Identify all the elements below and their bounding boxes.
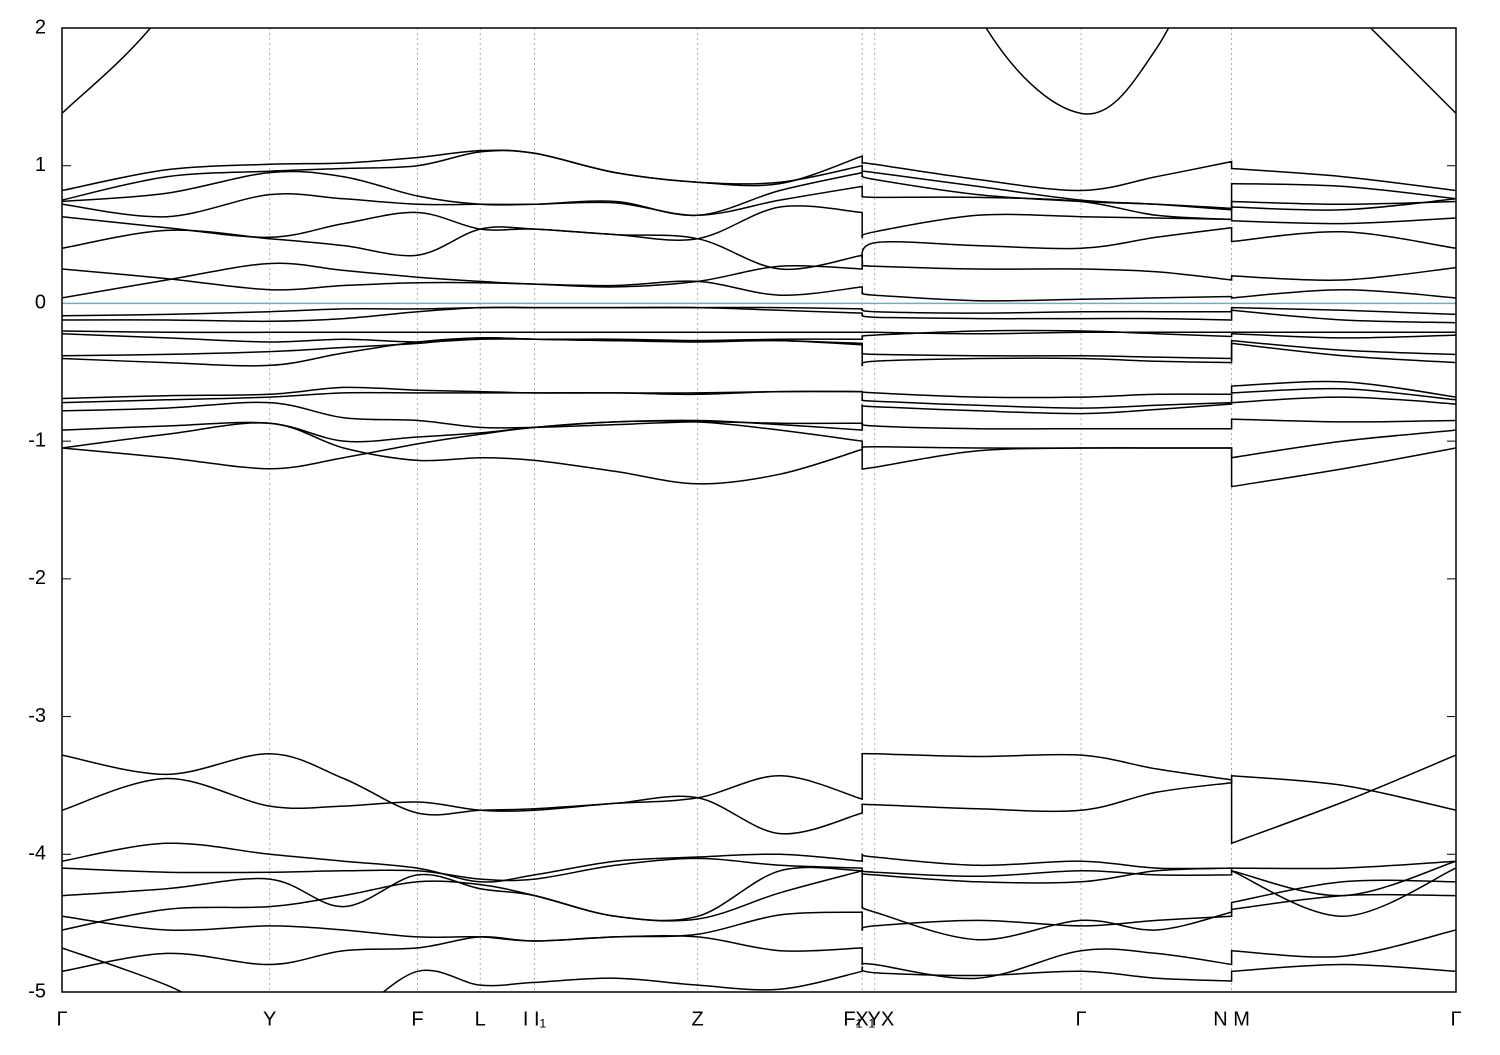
x-tick-label: F₁ Y <box>843 1008 881 1030</box>
x-tick-label: Γ <box>56 1008 67 1030</box>
y-tick-label: -4 <box>28 843 46 865</box>
band-line <box>62 396 1456 429</box>
band-line <box>62 185 1456 221</box>
y-tick-label: -5 <box>28 980 46 1002</box>
band-line <box>62 857 1456 897</box>
band-line <box>62 418 1456 443</box>
y-tick-label: -3 <box>28 705 46 727</box>
y-tick-label: -2 <box>28 567 46 589</box>
band-line <box>62 306 1456 317</box>
y-tick-label: 0 <box>35 292 46 314</box>
x-tick-label: Γ <box>1450 1008 1461 1030</box>
band-line <box>62 842 1456 883</box>
band-line <box>62 893 1456 942</box>
plot-frame <box>61 27 1457 993</box>
x-tick-label: I I₁ <box>523 1008 547 1030</box>
band-line <box>62 947 1456 992</box>
x-tick-label: F <box>411 1008 423 1030</box>
x-tick-label: Z <box>692 1008 704 1030</box>
bands <box>62 28 1456 992</box>
band-line <box>62 306 1456 324</box>
band-line <box>62 226 1456 271</box>
band-line <box>62 264 1456 291</box>
x-tick-label: Γ <box>1076 1008 1087 1030</box>
band-line <box>62 866 1456 922</box>
band-line <box>62 205 1456 241</box>
band-line <box>62 387 1456 409</box>
band-line <box>62 329 1456 343</box>
x-tick-label: Y <box>263 1008 276 1030</box>
y-tick-label: 1 <box>35 154 46 176</box>
band-line <box>62 929 1456 980</box>
band-line <box>62 869 1456 941</box>
x-tick-label: X₁ X <box>855 1008 894 1030</box>
x-tick-label: L <box>475 1008 486 1030</box>
x-tick-label: N M <box>1213 1008 1250 1030</box>
band-line <box>62 330 1456 335</box>
tick-labels: -5 -4 -3 -2 -1 0 1 2 Γ Y F L I I₁ Z F₁ YX₁ X Γ N M Γ <box>28 16 1461 1030</box>
band-line <box>62 262 1456 302</box>
band-line <box>62 774 1456 835</box>
y-tick-label: 2 <box>35 16 46 38</box>
band-line <box>62 752 1456 845</box>
band-line <box>62 422 1456 485</box>
band-line <box>62 170 1456 217</box>
band-line <box>62 149 1456 192</box>
y-tick-label: -1 <box>28 429 46 451</box>
band-line <box>62 337 1456 367</box>
